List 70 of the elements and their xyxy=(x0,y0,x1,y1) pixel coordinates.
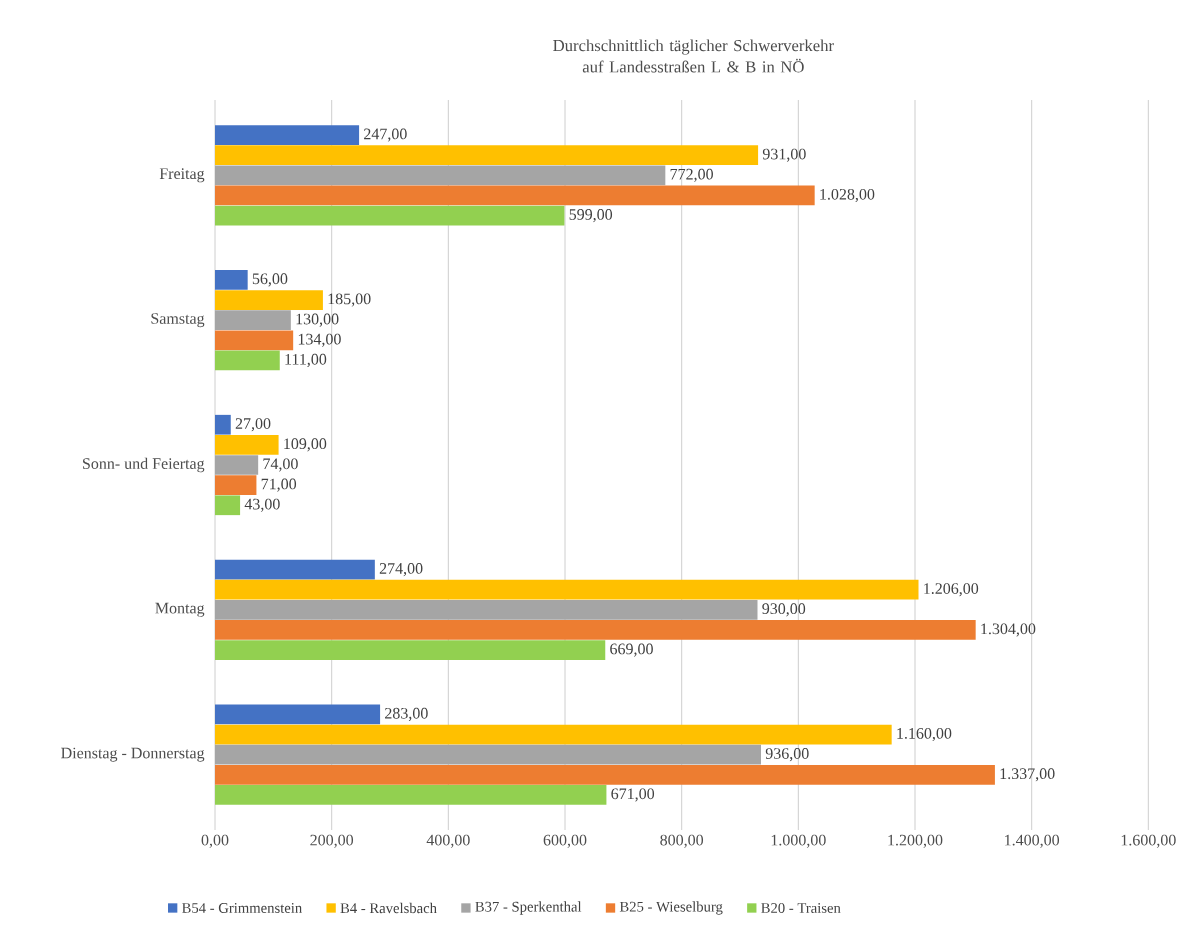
x-tick-label: 1.000,00 xyxy=(771,834,826,848)
x-tick-label: 1.200,00 xyxy=(888,834,943,848)
data-label: 1.160,00 xyxy=(897,727,952,742)
bar xyxy=(215,125,360,145)
bar xyxy=(215,620,976,640)
data-label: 1.028,00 xyxy=(820,188,875,203)
bar xyxy=(215,495,241,516)
y-tick-label: Freitag xyxy=(159,168,205,183)
data-label: 109,00 xyxy=(284,438,327,452)
bar xyxy=(215,185,815,206)
bar xyxy=(215,350,280,371)
data-label: 1.206,00 xyxy=(924,583,979,597)
bar xyxy=(215,414,231,435)
bar xyxy=(215,704,381,725)
bar xyxy=(215,724,892,745)
data-label: 74,00 xyxy=(263,458,298,472)
x-tick-label: 400,00 xyxy=(426,834,470,848)
legend-label: B37 - Sperkenthal xyxy=(475,901,582,915)
bar xyxy=(215,579,919,600)
x-tick-label: 200,00 xyxy=(310,834,354,848)
chart-title: Durchschnittlich täglicher Schwerverkehr auf Landesstraßen L & B in NÖ xyxy=(553,39,834,73)
y-tick-label: Dienstag - Donnerstag xyxy=(61,747,205,762)
bar xyxy=(215,310,291,331)
data-label: 1.304,00 xyxy=(981,623,1036,637)
data-label: 599,00 xyxy=(569,209,613,223)
bar xyxy=(215,205,565,226)
data-label: 1.337,00 xyxy=(1000,768,1055,782)
legend-label: B4 - Ravelsbach xyxy=(340,902,437,914)
legend-label: B20 - Traisen xyxy=(761,903,841,913)
data-label: 772,00 xyxy=(670,168,713,182)
data-label: 283,00 xyxy=(385,707,428,721)
data-label: 274,00 xyxy=(379,563,423,577)
bar xyxy=(215,475,257,495)
data-label: 134,00 xyxy=(298,333,341,347)
x-tick-label: 0,00 xyxy=(201,834,229,848)
data-label: 247,00 xyxy=(364,128,407,142)
data-label: 930,00 xyxy=(762,603,806,617)
bar xyxy=(215,640,606,660)
data-label: 185,00 xyxy=(328,293,371,307)
data-label: 111,00 xyxy=(285,353,327,367)
bar xyxy=(215,785,607,805)
data-label: 43,00 xyxy=(244,498,280,512)
bar xyxy=(215,270,248,290)
y-tick-label: Samstag xyxy=(151,313,205,328)
data-label: 669,00 xyxy=(610,643,653,657)
y-tick-label: Sonn- und Feiertag xyxy=(83,457,205,473)
data-label: 130,00 xyxy=(296,313,339,327)
bar xyxy=(215,290,323,310)
y-tick-label: Montag xyxy=(155,602,205,617)
x-tick-label: 800,00 xyxy=(660,834,704,848)
data-label: 56,00 xyxy=(252,273,288,287)
data-label: 931,00 xyxy=(762,148,806,162)
bar xyxy=(215,599,758,620)
data-label: 936,00 xyxy=(765,748,809,762)
bar xyxy=(215,764,995,785)
bar xyxy=(215,559,375,580)
x-tick-label: 1.400,00 xyxy=(1005,834,1060,848)
legend-label: B25 - Wieselburg xyxy=(619,901,723,915)
data-label: 27,00 xyxy=(235,418,271,432)
bar xyxy=(215,435,279,455)
legend-label: B54 - Grimmenstein xyxy=(182,903,302,913)
bar xyxy=(215,145,759,166)
bar xyxy=(215,744,762,765)
bar xyxy=(215,455,259,475)
x-tick-label: 600,00 xyxy=(543,834,587,848)
x-tick-label: 1.600,00 xyxy=(1121,834,1176,848)
data-label: 671,00 xyxy=(611,788,655,802)
bar xyxy=(215,330,294,351)
bar xyxy=(215,165,666,186)
data-label: 71,00 xyxy=(261,478,297,492)
